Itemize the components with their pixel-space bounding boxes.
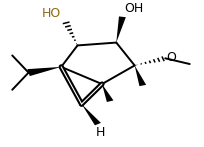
Polygon shape	[82, 104, 101, 125]
Text: OH: OH	[124, 2, 144, 15]
Polygon shape	[27, 67, 61, 76]
Text: H: H	[95, 126, 105, 138]
Text: O: O	[166, 51, 176, 64]
Polygon shape	[116, 16, 126, 43]
Polygon shape	[135, 65, 146, 86]
Polygon shape	[102, 84, 113, 102]
Text: HO: HO	[42, 7, 61, 20]
